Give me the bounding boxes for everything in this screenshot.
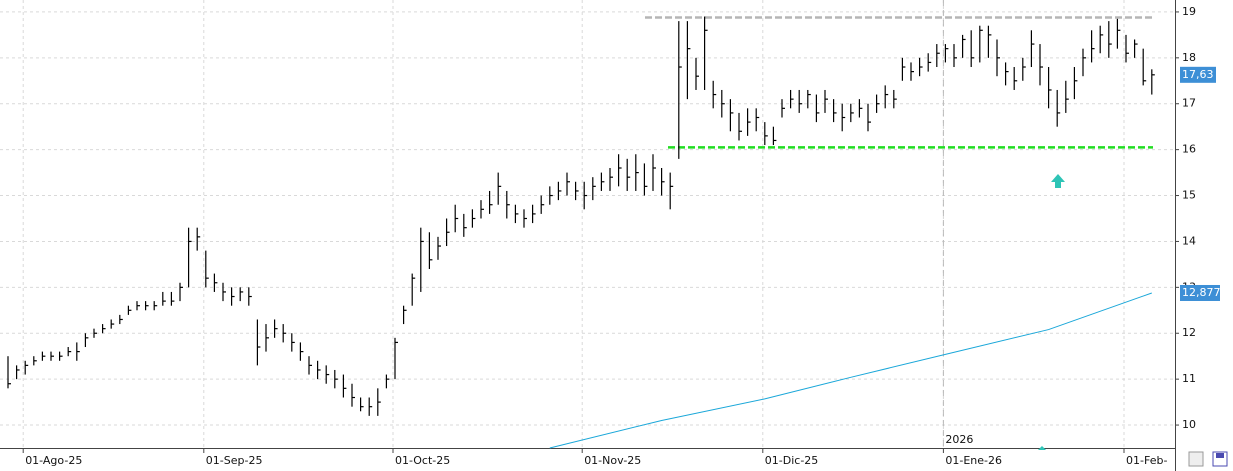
y-tick-label: 17 bbox=[1182, 97, 1196, 110]
tool-icon[interactable] bbox=[1188, 451, 1204, 467]
signal-arrow bbox=[1038, 446, 1046, 450]
annotation: 2026 bbox=[945, 433, 973, 446]
y-tick-label: 18 bbox=[1182, 51, 1196, 64]
y-tick-label: 10 bbox=[1182, 418, 1196, 431]
x-tick-label: 01-Sep-25 bbox=[206, 454, 263, 467]
x-tick-label: 01-Ene-26 bbox=[945, 454, 1002, 467]
x-tick-label: 01-Oct-25 bbox=[395, 454, 450, 467]
x-tick-label: 01-Ago-25 bbox=[25, 454, 82, 467]
x-tick-label: 01-Feb- bbox=[1126, 454, 1167, 467]
last-price-box bbox=[1180, 66, 1216, 83]
x-tick-label: 01-Dic-25 bbox=[765, 454, 819, 467]
ma-price-box bbox=[1180, 284, 1220, 301]
x-tick-label: 01-Nov-25 bbox=[584, 454, 641, 467]
y-tick-label: 15 bbox=[1182, 189, 1196, 202]
y-tick-label: 19 bbox=[1182, 5, 1196, 18]
last-price-label: 17,63 bbox=[1182, 68, 1214, 81]
ma-price-label: 12,877 bbox=[1182, 286, 1221, 299]
save-icon-part bbox=[1216, 453, 1224, 458]
moving-average bbox=[549, 292, 1152, 449]
y-tick-label: 11 bbox=[1182, 372, 1196, 385]
signal-arrow bbox=[1051, 174, 1065, 188]
y-tick-label: 14 bbox=[1182, 234, 1196, 247]
y-tick-label: 16 bbox=[1182, 143, 1196, 156]
y-tick-label: 12 bbox=[1182, 326, 1196, 339]
